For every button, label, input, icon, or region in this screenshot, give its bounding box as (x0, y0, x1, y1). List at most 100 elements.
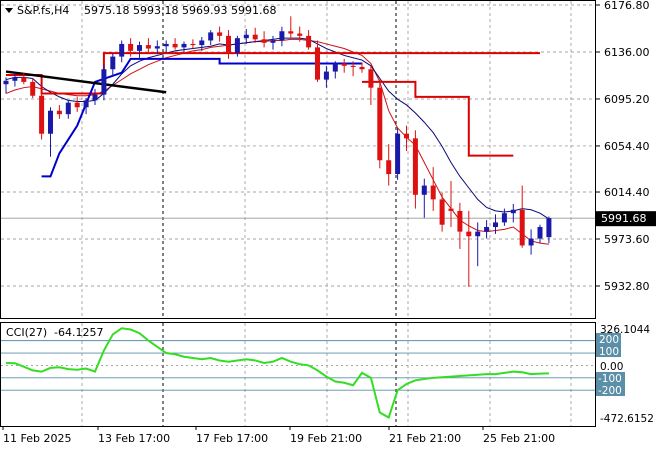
cci-200-badge (596, 333, 621, 345)
bull-candle (270, 40, 276, 43)
bear-candle (359, 66, 365, 70)
current-price-label: 5991.68 (601, 212, 647, 225)
bear-candle (341, 63, 347, 66)
time-axis-label: 17 Feb 17:00 (196, 432, 268, 445)
time-axis-label: 19 Feb 21:00 (290, 432, 362, 445)
resistance-step-line-2 (362, 80, 514, 157)
bull-candle (493, 222, 498, 228)
bull-candle (92, 94, 98, 101)
bear-candle (457, 210, 463, 232)
cci-neg100-label: -100 (598, 373, 622, 385)
bear-candle (350, 65, 356, 67)
bear-candle (439, 199, 445, 225)
time-axis-label: 25 Feb 21:00 (483, 432, 555, 445)
cci-100-label: 100 (599, 346, 619, 358)
bear-candle (39, 95, 45, 134)
bull-candle (234, 38, 240, 54)
bear-candle (306, 35, 312, 48)
chart-grid (1, 1, 595, 426)
bull-candle (243, 34, 249, 39)
bear-candle (128, 43, 134, 51)
bear-candle (261, 39, 267, 43)
bull-candle (484, 227, 490, 232)
cci-value: -64.1257 (54, 326, 103, 339)
cci-levels (1, 340, 595, 391)
cci-neg100-badge (596, 372, 625, 384)
bear-candle (386, 160, 392, 175)
bull-candle (3, 80, 9, 85)
bear-candle (315, 47, 320, 80)
bear-candle (448, 208, 454, 211)
bull-candle (12, 77, 18, 81)
bull-candle (501, 213, 507, 223)
chevron-down-icon (5, 8, 13, 13)
price-tick-label: 6176.80 (604, 0, 650, 12)
time-axis-label: 11 Feb 2025 (3, 432, 71, 445)
bull-candle (528, 238, 534, 246)
bear-candle (297, 33, 303, 36)
bear-candle (74, 102, 80, 108)
bear-candle (217, 32, 223, 36)
bull-candle (332, 63, 338, 72)
bull-candle (537, 227, 543, 239)
bull-candle (181, 43, 187, 48)
price-tick-label: 5932.80 (604, 280, 650, 293)
current-price-badge: 5991.68 (596, 211, 656, 227)
bull-candle (137, 45, 142, 51)
price-tick-label: 6014.40 (604, 186, 650, 199)
bear-candle (145, 45, 151, 49)
bear-candle (21, 77, 27, 82)
time-axis: 11 Feb 2025 13 Feb 17:00 17 Feb 17:00 19 Fe… (2, 426, 555, 445)
cci-zero-label: 0.00 (600, 361, 623, 373)
bear-candle (377, 87, 383, 161)
bear-candle (412, 138, 418, 195)
time-axis-label: 13 Feb 17:00 (98, 432, 170, 445)
bull-candle (83, 100, 89, 108)
bull-candle (119, 43, 125, 57)
cci-neg200-label: -200 (598, 385, 622, 397)
bull-candle (163, 43, 169, 47)
bear-candle (368, 69, 374, 88)
time-axis-label: 21 Feb 21:00 (389, 432, 461, 445)
price-tick-label: 6095.20 (604, 93, 650, 106)
bear-candle (519, 209, 525, 246)
price-tick-label: 5973.60 (604, 233, 650, 246)
bull-candle (395, 133, 401, 175)
main-pane-frame (0, 0, 596, 319)
bull-candle (65, 102, 71, 115)
price-tick-label: 6054.40 (604, 140, 650, 153)
bear-candle (288, 31, 294, 34)
cci-label: CCI(27) (6, 326, 47, 339)
trend-line (5, 70, 167, 94)
bull-candle (279, 31, 285, 41)
bear-candle (30, 81, 36, 96)
chart-header: S&P.fs,H4 5975.18 5993.18 5969.93 5991.6… (5, 4, 276, 17)
bear-candle (404, 133, 409, 139)
bear-candle (430, 185, 436, 200)
cci-min-label: -472.6152 (600, 413, 654, 425)
symbol-label: S&P.fs,H4 (17, 4, 69, 17)
bull-candle (101, 69, 107, 95)
bear-candle (466, 231, 472, 237)
bull-candle (154, 46, 160, 49)
bear-candle (226, 35, 231, 54)
bull-candle (510, 209, 516, 214)
bull-candle (546, 218, 552, 238)
cci-200-label: 200 (599, 334, 619, 346)
price-tick-label: 6136.00 (604, 46, 650, 59)
bear-candle (190, 43, 196, 46)
cci-header: CCI(27) -64.1257 (6, 326, 103, 339)
bull-candle (323, 71, 329, 80)
ohlc-values: 5975.18 5993.18 5969.93 5991.68 (84, 4, 276, 17)
bull-candle (110, 56, 116, 70)
bull-candle (199, 40, 205, 46)
bear-candle (56, 110, 62, 115)
bull-candle (421, 185, 427, 195)
cci-line (5, 327, 549, 419)
price-axis: 6176.80 6136.00 6095.20 6054.40 6014.40 5973.… (595, 0, 650, 293)
bear-candle (172, 43, 178, 48)
bull-candle (475, 231, 481, 237)
support-step-line (41, 57, 362, 178)
cci-indicator-layer (5, 327, 549, 419)
